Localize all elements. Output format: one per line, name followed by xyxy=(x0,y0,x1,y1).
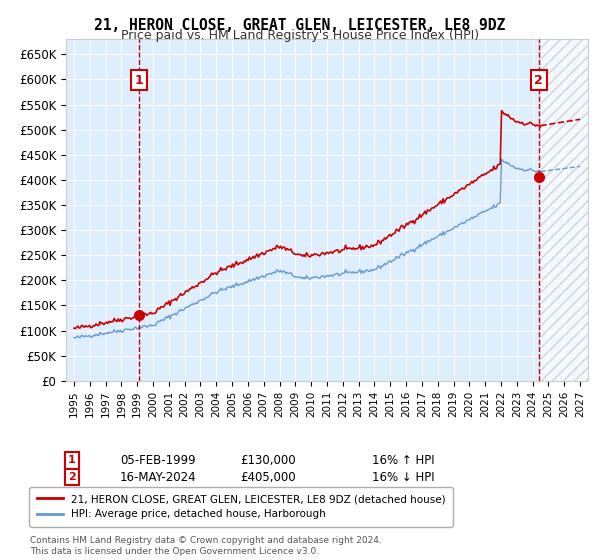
Text: £130,000: £130,000 xyxy=(240,454,296,467)
Text: 16% ↓ HPI: 16% ↓ HPI xyxy=(372,470,434,484)
Text: 16% ↑ HPI: 16% ↑ HPI xyxy=(372,454,434,467)
Text: £405,000: £405,000 xyxy=(240,470,296,484)
Text: 21, HERON CLOSE, GREAT GLEN, LEICESTER, LE8 9DZ: 21, HERON CLOSE, GREAT GLEN, LEICESTER, … xyxy=(94,18,506,33)
Text: 16-MAY-2024: 16-MAY-2024 xyxy=(120,470,197,484)
Text: 2: 2 xyxy=(68,472,76,482)
Legend: 21, HERON CLOSE, GREAT GLEN, LEICESTER, LE8 9DZ (detached house), HPI: Average p: 21, HERON CLOSE, GREAT GLEN, LEICESTER, … xyxy=(29,487,453,526)
Text: 05-FEB-1999: 05-FEB-1999 xyxy=(120,454,196,467)
Text: 1: 1 xyxy=(68,455,76,465)
Text: Contains HM Land Registry data © Crown copyright and database right 2024.
This d: Contains HM Land Registry data © Crown c… xyxy=(30,536,382,556)
Text: 1: 1 xyxy=(134,74,143,87)
Text: Price paid vs. HM Land Registry's House Price Index (HPI): Price paid vs. HM Land Registry's House … xyxy=(121,29,479,42)
Text: 2: 2 xyxy=(534,74,543,87)
